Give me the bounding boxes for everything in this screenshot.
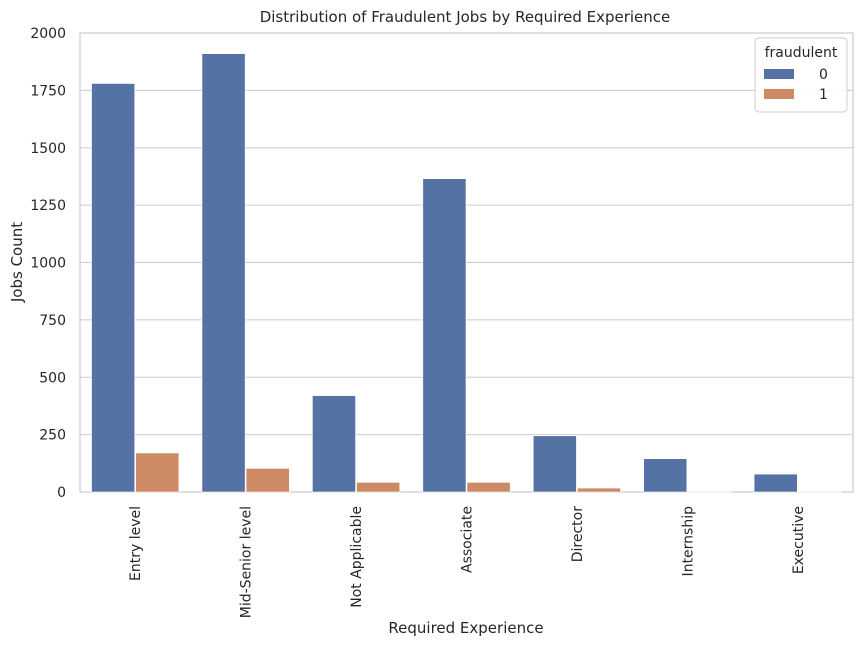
bar-series-0 (201, 53, 246, 493)
y-tick-label: 1750 (30, 83, 66, 99)
y-tick-label: 1500 (30, 141, 66, 157)
x-tick-label: Entry level (128, 506, 144, 581)
bar-series-0 (312, 395, 356, 493)
legend-label: 0 (819, 67, 828, 83)
gridlines (80, 32, 853, 493)
bar-series-1 (245, 468, 290, 493)
bar-series-1 (135, 452, 180, 493)
bar-series-0 (753, 473, 798, 493)
x-axis-title: Required Experience (388, 619, 543, 637)
y-axis-title: Jobs Count (8, 222, 26, 303)
y-tick-label: 750 (39, 313, 66, 329)
legend: fraudulent 0 1 (754, 37, 848, 113)
x-axis-ticks: Entry level Mid-Senior level Not Applicabl… (128, 506, 807, 618)
bar-series-0 (532, 435, 577, 493)
y-axis-ticks: 0 250 500 750 1000 1250 1500 1750 2000 (30, 26, 66, 501)
bar-series-1 (577, 487, 621, 493)
x-tick-label: Director (570, 506, 586, 562)
bar-series-1 (466, 482, 511, 493)
plot-frame (79, 32, 854, 493)
x-tick-label: Not Applicable (349, 506, 365, 608)
x-tick-label: Internship (680, 506, 696, 577)
y-tick-label: 0 (57, 485, 66, 501)
bar-series-0 (643, 458, 688, 493)
bar-series-1 (687, 491, 732, 493)
chart-title: Distribution of Fraudulent Jobs by Requi… (260, 8, 671, 26)
bar-series-1 (356, 482, 401, 493)
y-tick-label: 2000 (30, 26, 66, 42)
bars (91, 53, 842, 493)
bar-series-0 (91, 83, 136, 493)
y-tick-label: 1000 (30, 256, 66, 272)
legend-label: 1 (819, 87, 828, 103)
legend-swatch (764, 69, 794, 79)
bar-series-0 (422, 178, 467, 493)
y-tick-label: 500 (39, 370, 66, 386)
x-tick-label: Associate (460, 506, 476, 573)
x-tick-label: Mid-Senior level (239, 506, 255, 618)
legend-swatch (764, 89, 794, 99)
y-tick-label: 250 (39, 428, 66, 444)
legend-title: fraudulent (765, 45, 838, 61)
y-tick-label: 1250 (30, 198, 66, 214)
x-tick-label: Executive (791, 506, 807, 574)
